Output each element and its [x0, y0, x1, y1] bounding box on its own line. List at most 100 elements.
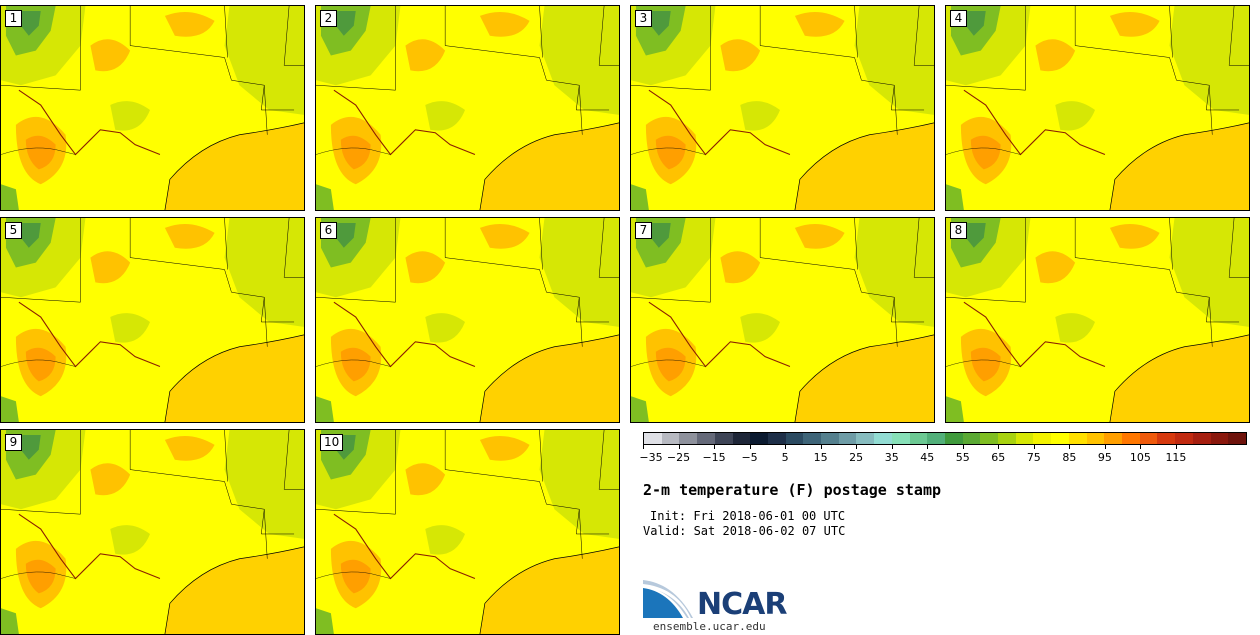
stamp-panel-4: 4 [945, 5, 1250, 211]
colorbar-tick-label: 115 [1165, 451, 1187, 464]
temperature-colorbar [643, 432, 1247, 445]
temperature-map [946, 6, 1249, 210]
colorbar-bin [821, 433, 839, 444]
colorbar-tick-label: 5 [781, 451, 789, 464]
temperature-map [1, 6, 304, 210]
colorbar-bin [644, 433, 662, 444]
colorbar-tick [1033, 445, 1035, 449]
colorbar-bin [1192, 433, 1211, 444]
member-label: 7 [635, 222, 652, 239]
colorbar-bin [909, 433, 928, 444]
colorbar-bin [1121, 433, 1140, 444]
temperature-map [1, 430, 304, 634]
init-time: Init: Fri 2018-06-01 00 UTC [650, 509, 846, 523]
colorbar-tick-label: 35 [884, 451, 899, 464]
colorbar-tick [927, 445, 929, 449]
temperature-map [631, 218, 934, 422]
colorbar-tick-label: −35 [639, 451, 663, 464]
valid-time: Valid: Sat 2018-06-02 07 UTC [643, 524, 846, 538]
temperature-map [316, 430, 619, 634]
colorbar-bin [661, 433, 680, 444]
colorbar-tick-label: 75 [1026, 451, 1041, 464]
colorbar-bin [1104, 433, 1122, 444]
temperature-map [316, 218, 619, 422]
colorbar-tick-label: 25 [849, 451, 864, 464]
member-label: 4 [950, 10, 967, 27]
colorbar-tick-label: −25 [666, 451, 691, 464]
colorbar-tick [1104, 445, 1106, 449]
colorbar-tick [714, 445, 716, 449]
temperature-map [946, 218, 1249, 422]
colorbar-bin [891, 433, 910, 444]
colorbar-tick [962, 445, 964, 449]
colorbar-tick [856, 445, 858, 449]
colorbar-tick [1140, 445, 1142, 449]
plot-title: 2-m temperature (F) postage stamp [643, 481, 942, 499]
colorbar-bin [944, 433, 963, 444]
colorbar-bin [750, 433, 768, 444]
stamp-panel-2: 2 [315, 5, 620, 211]
colorbar-tick-label: 65 [991, 451, 1006, 464]
member-label: 2 [320, 10, 337, 27]
colorbar-tick-label: 55 [955, 451, 970, 464]
ncar-logo-text: NCAR [697, 587, 787, 622]
colorbar-bin [767, 433, 786, 444]
colorbar-bin [856, 433, 875, 444]
stamp-panel-1: 1 [0, 5, 305, 211]
stamp-panel-6: 6 [315, 217, 620, 423]
colorbar-tick-label: 15 [813, 451, 828, 464]
colorbar-bin [1228, 433, 1246, 444]
colorbar-bin [785, 433, 804, 444]
colorbar-tick [678, 445, 680, 449]
stamp-panel-9: 9 [0, 429, 305, 635]
colorbar-tick [891, 445, 893, 449]
stamp-panel-5: 5 [0, 217, 305, 423]
colorbar-tick-label: 45 [920, 451, 935, 464]
temperature-map [316, 6, 619, 210]
colorbar-bin [714, 433, 733, 444]
ncar-logo-icon [643, 580, 693, 618]
colorbar-tick-label: −5 [741, 451, 758, 464]
colorbar-tick [749, 445, 751, 449]
colorbar-bin [803, 433, 822, 444]
stamp-panel-8: 8 [945, 217, 1250, 423]
colorbar-ticks: −35 −25 −15 −5 5 15 25 35 45 55 65 75 85 95 105 115 [639, 445, 1247, 465]
colorbar-tick [643, 445, 644, 449]
colorbar-tick-label: −15 [702, 451, 726, 464]
colorbar-bin [1015, 433, 1034, 444]
stamp-panel-10: 10 [315, 429, 620, 635]
colorbar-tick-label: 105 [1129, 451, 1151, 464]
colorbar-bin [1068, 433, 1087, 444]
colorbar-tick [1175, 445, 1177, 449]
colorbar-bin [1210, 433, 1229, 444]
colorbar-bin [962, 433, 981, 444]
temperature-map [1, 218, 304, 422]
colorbar-tick [820, 445, 822, 449]
colorbar-bin [927, 433, 945, 444]
colorbar-bin [838, 433, 857, 444]
colorbar-tick [998, 445, 1000, 449]
colorbar-bin [1086, 433, 1105, 444]
colorbar-bin [980, 433, 999, 444]
colorbar-bin [1051, 433, 1069, 444]
colorbar-tick-label: 95 [1097, 451, 1112, 464]
stamp-panel-7: 7 [630, 217, 935, 423]
member-label: 8 [950, 222, 967, 239]
colorbar-tick [1069, 445, 1071, 449]
colorbar-bin [1033, 433, 1052, 444]
stamp-panel-3: 3 [630, 5, 935, 211]
temperature-map [631, 6, 934, 210]
member-label: 3 [635, 10, 652, 27]
colorbar-tick [785, 445, 787, 449]
member-label: 10 [320, 434, 344, 451]
colorbar-bin [1139, 433, 1158, 444]
site-url: ensemble.ucar.edu [653, 620, 766, 633]
colorbar-bin [998, 433, 1016, 444]
colorbar-bin [679, 433, 698, 444]
colorbar-bin [874, 433, 892, 444]
colorbar-bin [697, 433, 715, 444]
member-label: 6 [320, 222, 337, 239]
member-label: 9 [5, 434, 22, 451]
colorbar-bin [1175, 433, 1193, 444]
colorbar-tick-label: 85 [1062, 451, 1077, 464]
